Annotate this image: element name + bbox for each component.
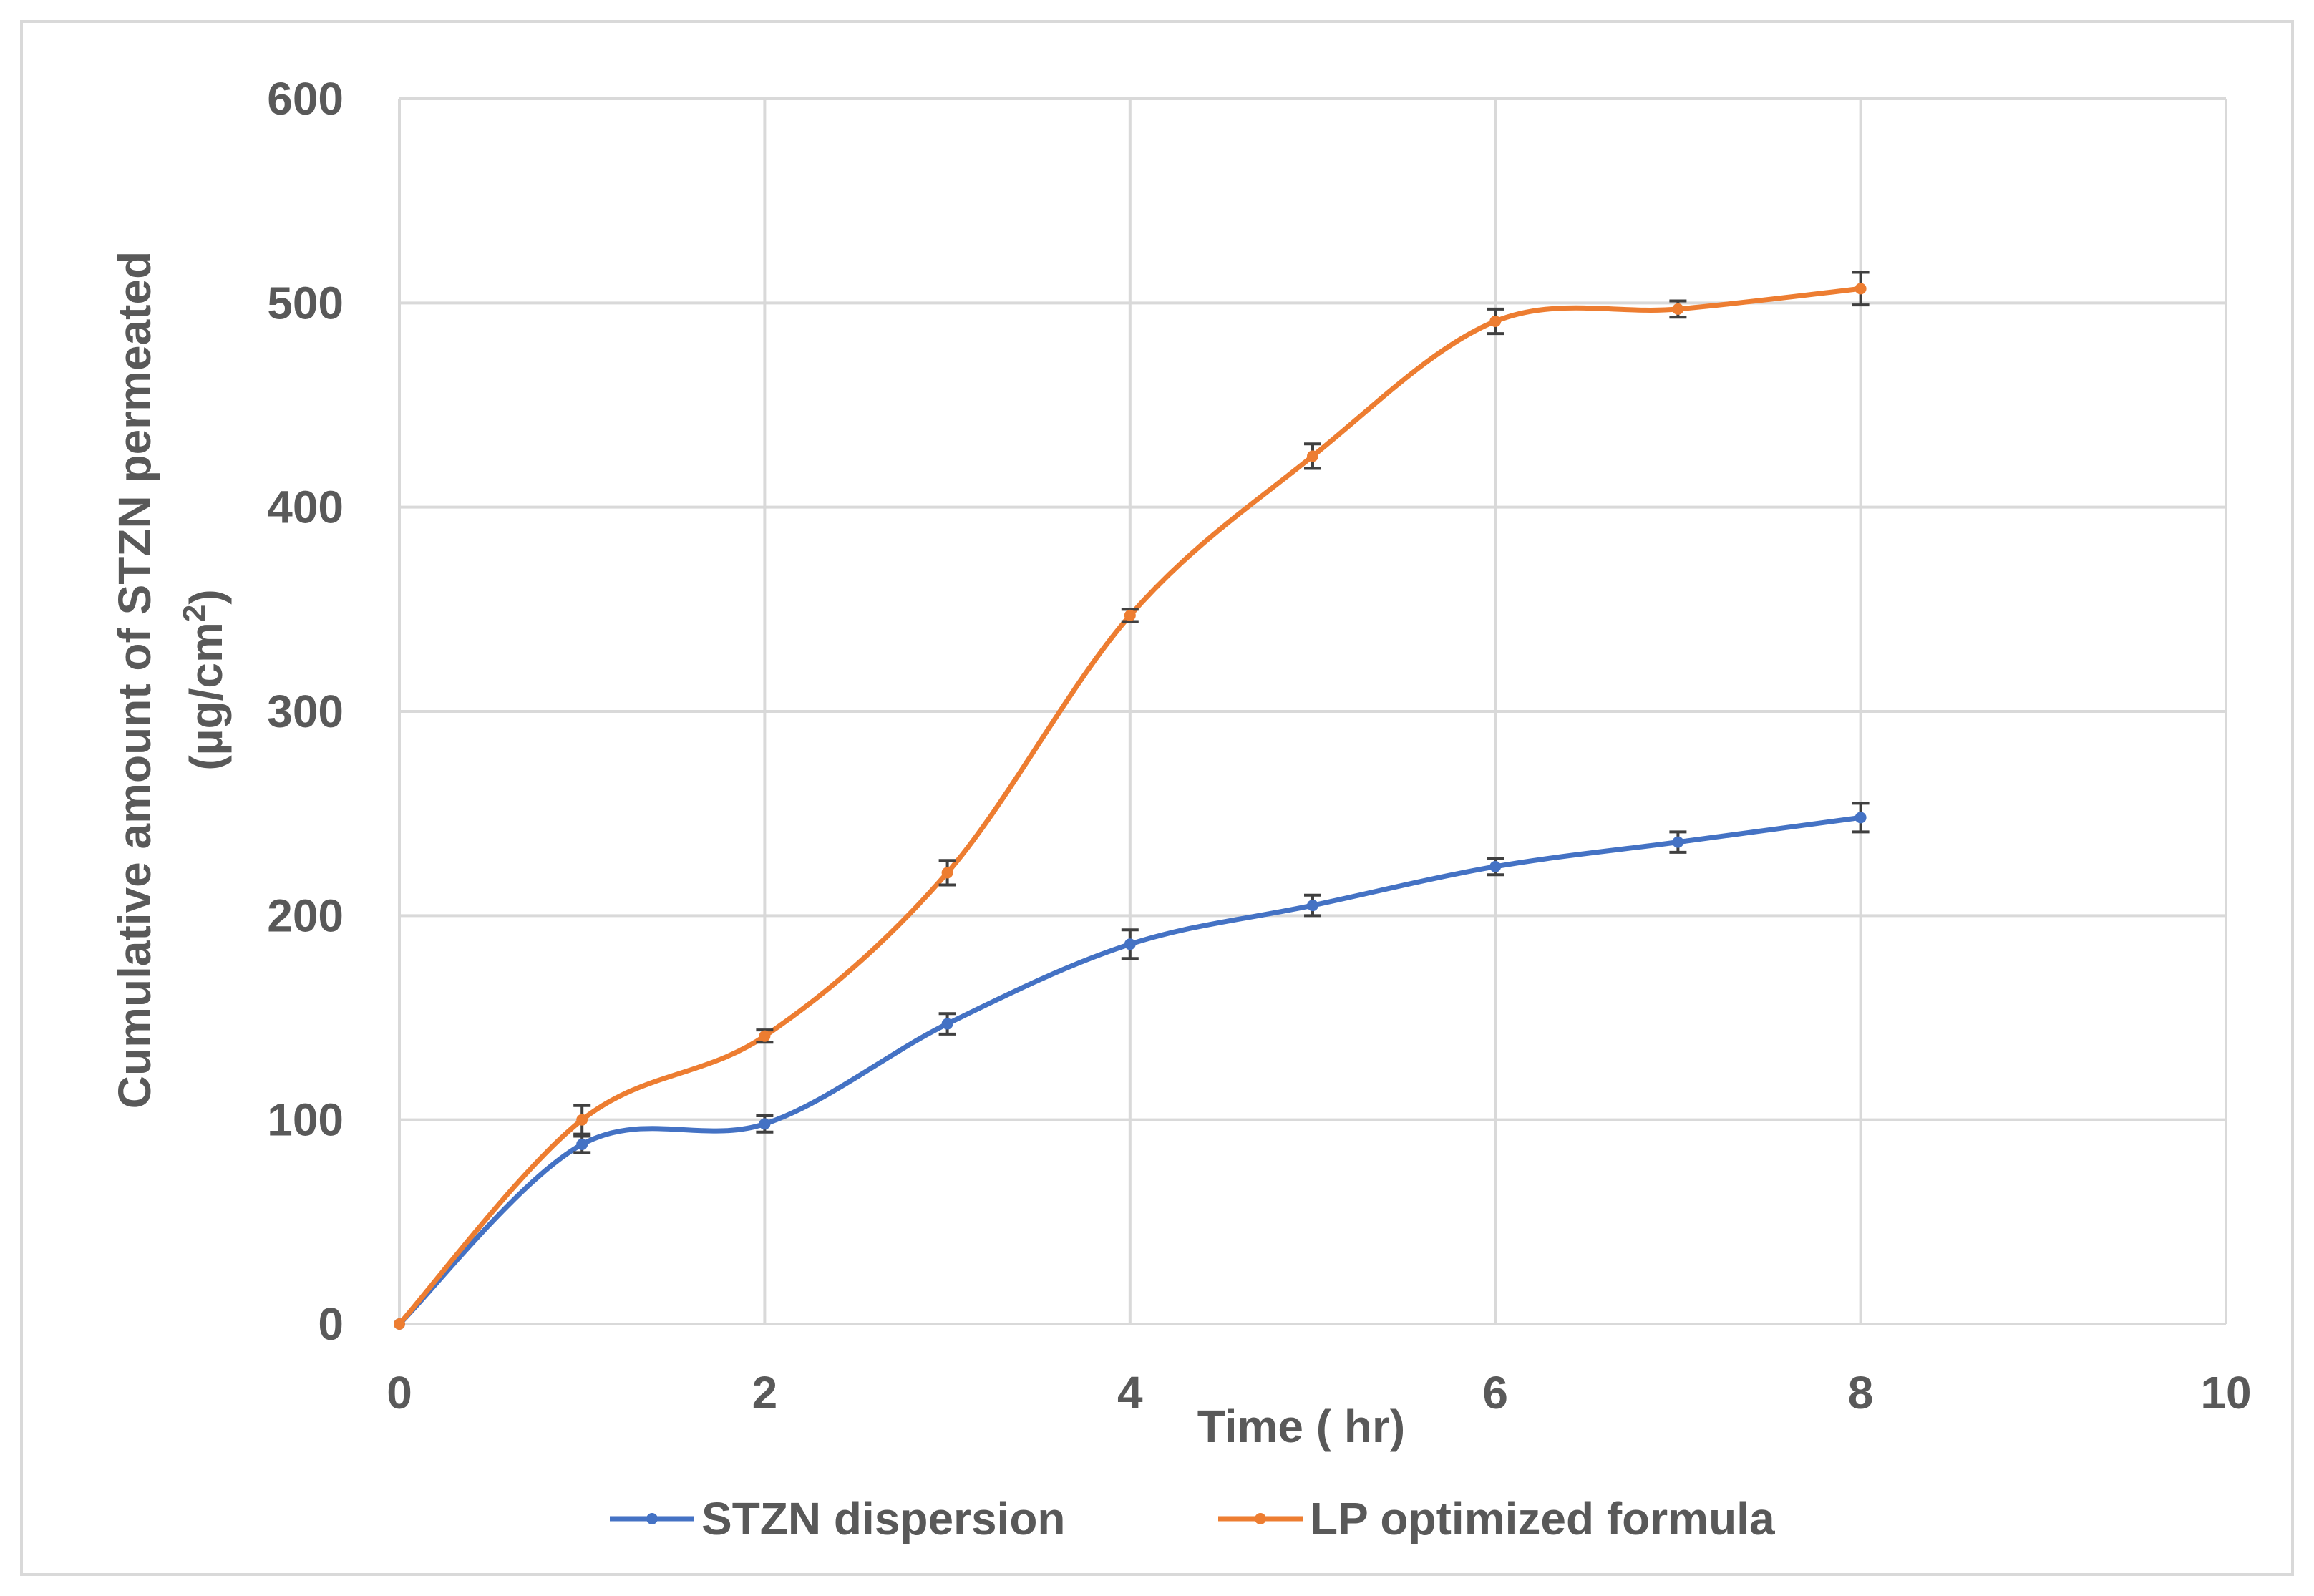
legend-item-1: LP optimized formula [1218,1493,1775,1544]
data-point [1489,316,1502,328]
data-point [576,1114,588,1126]
x-axis-ticks: 0 2 4 6 8 10 [387,1367,2251,1419]
y-tick-label: 600 [267,73,344,125]
y-axis-title-unit-close: ) [180,589,232,604]
legend-item-0: STZN dispersion [610,1493,1066,1544]
legend-marker [646,1513,658,1524]
y-tick-label: 400 [267,482,344,533]
y-tick-label: 100 [267,1094,344,1146]
series-1 [394,271,1870,1330]
data-point [1124,938,1136,950]
series-line [397,814,1862,1326]
series-line [397,286,1861,1326]
data-point [1124,609,1136,621]
data-point [941,1018,953,1030]
data-point [1672,836,1684,848]
data-point [759,1030,771,1042]
x-tick-label: 0 [387,1367,412,1419]
y-axis-title: Cumulative amount of STZN permeated (µg/… [109,251,232,1109]
legend-label: STZN dispersion [701,1493,1066,1544]
y-axis-title-line2: (µg/cm2) [177,589,233,770]
data-point [1307,900,1318,912]
y-axis-title-unit-exponent: 2 [177,605,212,622]
data-point [1489,860,1502,872]
y-axis-title-line1: Cumulative amount of STZN permeated [109,251,160,1109]
legend: STZN dispersion LP optimized formula [610,1493,1775,1544]
x-tick-label: 2 [752,1367,778,1419]
data-point [941,867,953,879]
chart-border [20,20,2294,1576]
data-point [394,1318,405,1330]
x-tick-label: 6 [1482,1367,1508,1419]
y-axis-title-unit: (µg/cm [180,622,232,771]
y-tick-label: 0 [318,1298,344,1350]
data-point [1672,303,1684,315]
legend-label: LP optimized formula [1310,1493,1775,1544]
series [394,271,1870,1330]
y-tick-label: 200 [267,890,344,941]
x-tick-label: 8 [1848,1367,1874,1419]
legend-marker [1255,1513,1266,1524]
series-0 [394,802,1870,1330]
data-point [759,1118,771,1130]
y-tick-label: 300 [267,686,344,737]
x-tick-label: 10 [2200,1367,2251,1419]
x-axis-title: Time ( hr) [1197,1401,1405,1452]
y-axis-ticks: 0 100 200 300 400 500 600 [267,73,344,1350]
y-tick-label: 500 [267,277,344,329]
data-point [1307,450,1318,462]
x-tick-label: 4 [1117,1367,1143,1419]
data-point [1854,812,1867,824]
data-point [1854,283,1867,295]
data-point [576,1138,588,1150]
